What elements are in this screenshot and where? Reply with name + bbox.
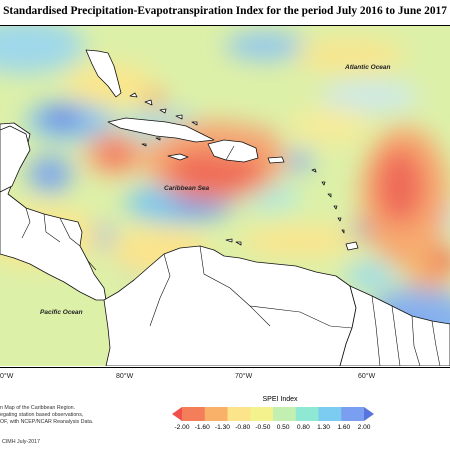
legend-swatch: [182, 407, 206, 421]
legend-swatch: [250, 407, 274, 421]
legend-tick-label: -2.00: [174, 424, 190, 431]
legend-color-bar: [172, 407, 374, 421]
puerto-rico-landmass: [267, 156, 285, 164]
legend-tick-label: 1.60: [337, 424, 351, 431]
legend-swatch: [273, 407, 297, 421]
legend-tick-label: -0.50: [255, 424, 271, 431]
legend-tick-label: 0.80: [296, 424, 310, 431]
spei-map-canvas: [0, 26, 450, 366]
spei-map: Atlantic Ocean Caribbean Sea Pacific Oce…: [0, 25, 450, 368]
legend-tick-label: -1.60: [194, 424, 210, 431]
legend-tick-label: 2.00: [357, 424, 371, 431]
footnote-line-3: OF, with NCEP/NCAR Reanalysis Data.: [0, 419, 94, 425]
longitude-label-90w: 0°W: [0, 373, 14, 380]
legend-swatch: [172, 407, 182, 421]
longitude-label-80w: 80°W: [116, 373, 134, 380]
footnote-line-1: n Map of the Caribbean Region.: [0, 405, 76, 411]
longitude-label-60w: 60°W: [358, 373, 376, 380]
legend-tick-label: -1.30: [214, 424, 230, 431]
guianas-landmass: [339, 285, 450, 366]
footnote-credit: CIMH July-2017: [2, 439, 40, 445]
legend-swatch: [318, 407, 342, 421]
florida-landmass: [85, 49, 122, 98]
south-america-landmass: [103, 245, 357, 366]
legend-swatch: [204, 407, 228, 421]
footnote-line-2: egating station based observations,: [0, 412, 84, 418]
legend-tick-label: -0.80: [235, 424, 251, 431]
legend-title: SPEI Index: [262, 396, 298, 403]
legend-swatch: [227, 407, 251, 421]
country-borders: [21, 145, 441, 366]
jamaica-landmass: [167, 153, 189, 161]
land-masses: [0, 49, 450, 366]
legend-tick-label: 0.50: [276, 424, 290, 431]
cuba-landmass: [107, 117, 215, 143]
map-title: Standardised Precipitation-Evapotranspir…: [3, 5, 447, 17]
caribbean-sea-label: Caribbean Sea: [164, 185, 210, 192]
pacific-ocean-label: Pacific Ocean: [40, 309, 83, 316]
legend-swatch: [341, 407, 365, 421]
hispaniola-landmass: [207, 139, 259, 163]
legend-swatch: [295, 407, 319, 421]
legend-tick-label: 1.30: [317, 424, 330, 431]
longitude-label-70w: 70°W: [235, 373, 253, 380]
atlantic-ocean-label: Atlantic Ocean: [345, 64, 391, 71]
legend-swatch: [364, 407, 374, 421]
